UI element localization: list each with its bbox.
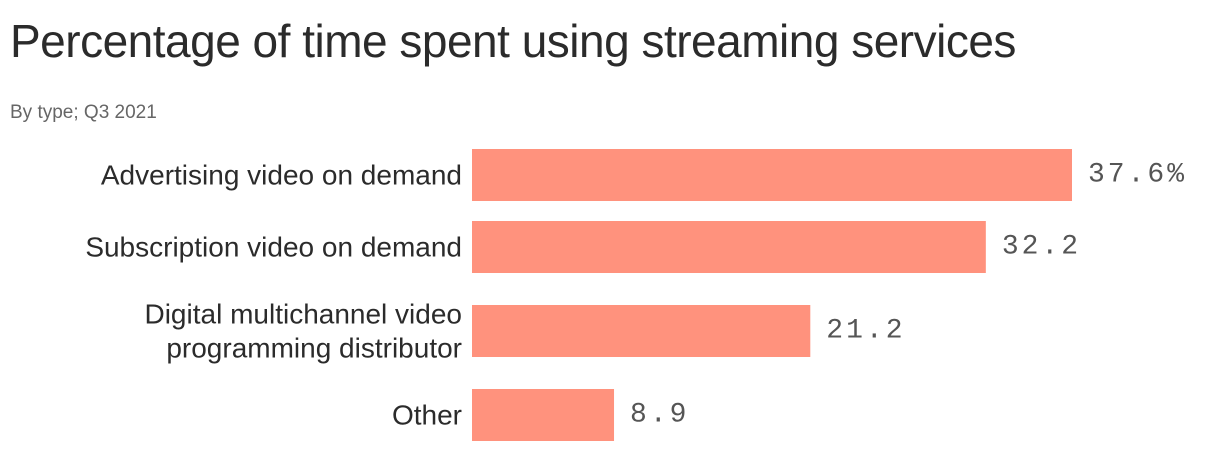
chart-title: Percentage of time spent using streaming… (10, 15, 1016, 67)
category-label-0: Advertising video on demand (101, 160, 462, 191)
bar-1 (472, 221, 986, 273)
value-label-2: 21.2 (826, 316, 905, 347)
chart-subtitle: By type; Q3 2021 (10, 102, 157, 123)
value-label-1: 32.2 (1002, 232, 1081, 263)
bar-0 (472, 149, 1072, 201)
category-label-3: Other (392, 400, 462, 431)
category-label-2-line-0: Digital multichannel video (144, 299, 462, 330)
bar-2 (472, 305, 811, 357)
bar-3 (472, 389, 615, 441)
value-label-0: 37.6% (1088, 160, 1187, 191)
category-label-2-line-1: programming distributor (166, 333, 462, 364)
category-label-1: Subscription video on demand (85, 232, 462, 263)
value-label-3: 8.9 (630, 400, 689, 431)
